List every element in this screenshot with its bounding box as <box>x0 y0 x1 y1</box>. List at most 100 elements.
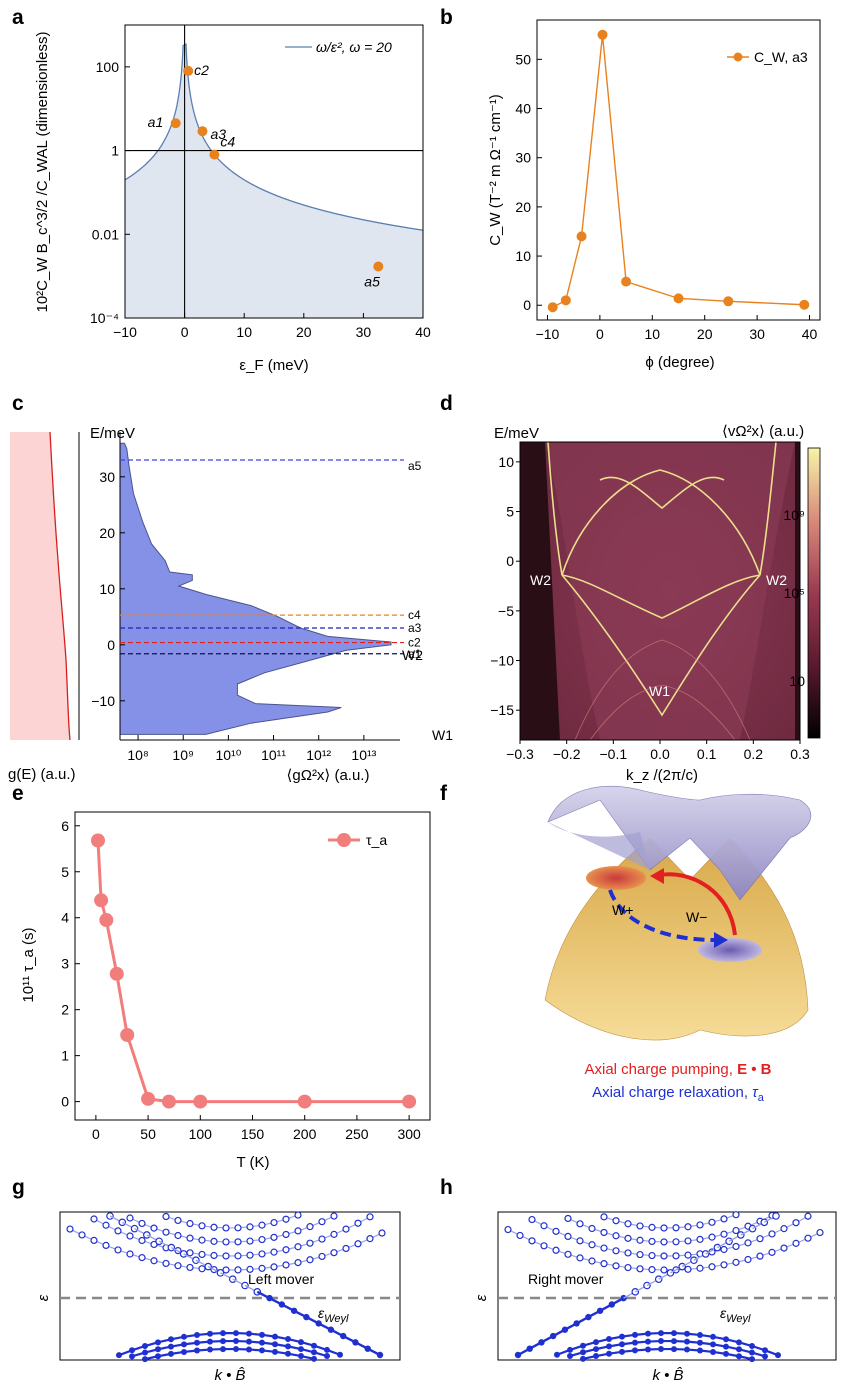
h-levels-empty-state <box>564 1214 572 1223</box>
b-ylabel: C_W (T⁻² m Ω⁻¹ cm⁻¹) <box>487 94 504 246</box>
h-levels-empty-state <box>672 1224 680 1232</box>
g-levels-empty-state <box>366 1235 374 1243</box>
panel-f-schematic: W+ W− Axial charge pumping, E • B Axial … <box>544 786 812 1104</box>
g-levels-filled-state <box>207 1346 213 1353</box>
e-ytick-label: 3 <box>61 956 69 972</box>
g-levels-upper-band <box>165 1214 299 1229</box>
g-levels-empty-state <box>162 1228 170 1236</box>
g-levels-filled-state <box>181 1348 187 1355</box>
g-levels-empty-state <box>294 1211 302 1219</box>
g-levels-empty-state <box>150 1240 158 1249</box>
c-ylabel: E/meV <box>90 425 135 442</box>
h-levels-empty-state <box>804 1234 812 1242</box>
g-levels-empty-state <box>198 1250 206 1259</box>
h-weyl-sym: ε <box>720 1305 727 1321</box>
h-levels-filled-state <box>710 1348 716 1355</box>
g-levels-empty-state <box>162 1259 170 1268</box>
g-levels-empty-state <box>198 1236 206 1244</box>
h-levels-chiral-filled <box>620 1294 627 1302</box>
panel-e-chart: 0 50 100 150 200 250 300 0 1 2 3 4 5 6 τ_a T (K) 10¹… <box>20 811 431 1171</box>
b-legend-marker <box>733 52 743 62</box>
c-xtick-label: 10⁹ <box>172 747 194 763</box>
b-legend-text: C_W, a3 <box>754 49 808 65</box>
h-levels-filled-state <box>697 1339 703 1346</box>
h-levels-empty-state <box>768 1230 776 1238</box>
g-levels-empty-state <box>114 1246 122 1254</box>
h-levels-filled-state <box>697 1347 703 1354</box>
c-xtick-label: 10¹³ <box>351 747 376 763</box>
g-levels-empty-state <box>342 1244 350 1253</box>
h-levels-empty-state <box>504 1225 512 1234</box>
d-w1-label: W1 <box>649 683 670 699</box>
e-legend-text: τ_a <box>366 832 387 848</box>
a-xtick-label: 30 <box>356 324 372 340</box>
d-xtick-label: −0.2 <box>553 746 581 762</box>
h-levels-empty-state <box>528 1215 536 1224</box>
g-levels-empty-state <box>294 1259 302 1267</box>
d-ytick-label: −10 <box>490 653 514 669</box>
g-levels-empty-state <box>258 1264 266 1272</box>
panel-label-g: g <box>12 1176 25 1199</box>
e-ytick-label: 2 <box>61 1002 69 1018</box>
c-level-label: a3 <box>408 621 422 635</box>
g-levels-filled-state <box>129 1347 135 1354</box>
a-ytick-label: 0.01 <box>92 226 119 242</box>
g-levels-filled-state <box>194 1339 200 1346</box>
g-weyl-label: εWeyl <box>318 1305 349 1325</box>
f-upper-left-shadow <box>548 822 650 870</box>
h-levels-chiral-empty <box>631 1288 640 1296</box>
h-levels-empty-state <box>636 1265 644 1273</box>
h-levels-filled-state <box>775 1352 781 1359</box>
g-levels-empty-state <box>198 1265 206 1273</box>
panel-label-b: b <box>440 6 453 29</box>
d-ytick-label: −15 <box>490 702 514 718</box>
b-point <box>673 293 684 304</box>
d-w2-left-label: W2 <box>530 572 551 588</box>
e-point <box>120 1027 135 1042</box>
g-levels-empty-state <box>246 1223 254 1231</box>
a-omega-curve <box>124 43 423 231</box>
d-w2-right-label: W2 <box>766 572 787 588</box>
f-caption-pumping-bold: E • B <box>737 1061 772 1078</box>
b-point <box>547 302 558 313</box>
e-ytick-label: 5 <box>61 864 69 880</box>
g-levels-empty-state <box>294 1243 302 1251</box>
g-levels-empty-state <box>150 1257 158 1265</box>
h-levels-empty-state <box>576 1220 584 1228</box>
h-levels-empty-state <box>552 1246 560 1254</box>
g-levels-filled-state <box>311 1342 317 1349</box>
b-xtick-label: −10 <box>536 326 560 342</box>
g-levels-filled-state <box>220 1338 226 1345</box>
f-caption-relaxation-sym: τ <box>752 1084 759 1101</box>
b-ytick-label: 0 <box>523 297 531 313</box>
h-levels-empty-state <box>564 1250 572 1258</box>
g-levels-empty-state <box>222 1266 230 1274</box>
g-levels-upper-band <box>93 1216 371 1257</box>
h-levels-empty-state <box>756 1252 764 1260</box>
d-xtick-label: 0.1 <box>697 746 717 762</box>
g-levels-filled-state <box>181 1333 187 1340</box>
h-weyl-sub: Weyl <box>726 1313 751 1325</box>
h-levels-empty-state <box>612 1262 620 1270</box>
h-levels-empty-state <box>684 1237 692 1245</box>
g-levels-empty-state <box>258 1250 266 1258</box>
h-levels-empty-state <box>576 1254 584 1262</box>
f-caption-relaxation-sub: a <box>758 1092 765 1104</box>
h-levels-empty-state <box>768 1248 776 1256</box>
g-levels-empty-state <box>186 1234 194 1242</box>
g-levels-filled-state <box>272 1341 278 1348</box>
h-levels-empty-state <box>564 1232 572 1240</box>
d-ytick-label: −5 <box>498 603 514 619</box>
h-levels-empty-state <box>588 1224 596 1233</box>
h-levels-empty-state <box>744 1255 752 1264</box>
b-point <box>723 296 734 307</box>
a-ytick-label: 100 <box>96 59 120 75</box>
g-levels-empty-state <box>318 1235 326 1243</box>
b-point <box>799 299 810 310</box>
h-levels-empty-state <box>648 1251 656 1260</box>
g-weyl-sym: ε <box>318 1305 325 1321</box>
h-levels-filled-state <box>762 1347 768 1354</box>
a-xtick-label: 10 <box>236 324 252 340</box>
